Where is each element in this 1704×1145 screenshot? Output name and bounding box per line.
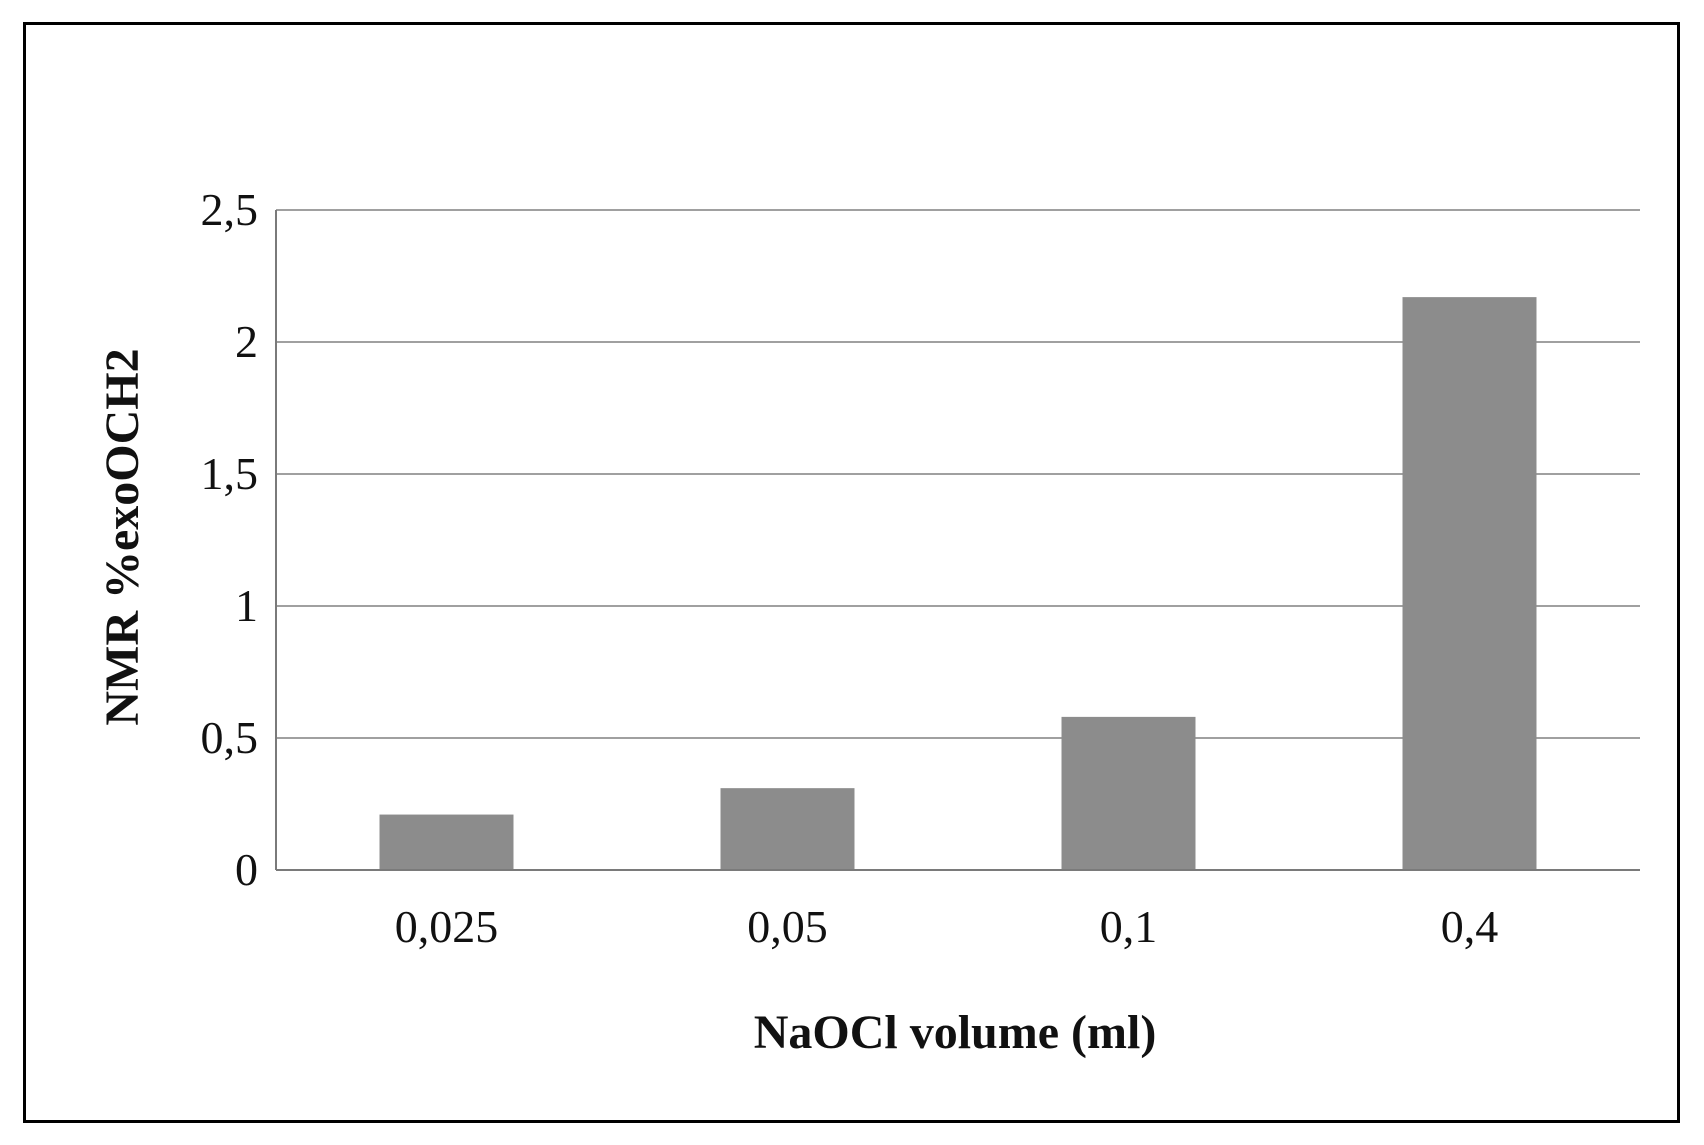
y-tick-label: 2,5 [201, 184, 259, 235]
y-tick-label: 0,5 [201, 712, 259, 763]
y-axis-title: NMR %exoOCH2 [96, 348, 149, 725]
bar [720, 788, 855, 870]
bar [1402, 297, 1537, 870]
y-tick-label: 2 [235, 316, 258, 367]
bar [1061, 716, 1196, 870]
x-tick-label: 0,05 [747, 901, 828, 952]
y-tick-label: 1,5 [201, 448, 259, 499]
x-axis-title: NaOCl volume (ml) [754, 1006, 1157, 1059]
y-tick-labels: 0 0,5 1 1,5 2 2,5 [201, 184, 259, 895]
axes [275, 210, 1640, 871]
bar [379, 814, 514, 870]
y-tick-label: 0 [235, 844, 258, 895]
y-tick-label: 1 [235, 580, 258, 631]
x-tick-labels: 0,025 0,05 0,1 0,4 [395, 901, 1499, 952]
bars [379, 297, 1537, 870]
x-tick-label: 0,025 [395, 901, 499, 952]
x-tick-label: 0,4 [1441, 901, 1499, 952]
x-tick-label: 0,1 [1100, 901, 1158, 952]
